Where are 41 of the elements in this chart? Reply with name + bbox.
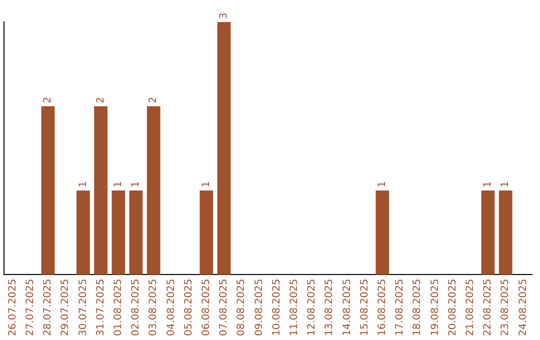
data-label: 1 — [500, 181, 512, 188]
data-label: 1 — [112, 181, 124, 188]
data-label: 1 — [376, 181, 388, 188]
data-label: 2 — [148, 96, 160, 104]
x-tick-label: 09.08.2025 — [254, 278, 265, 336]
x-tick-label: 14.08.2025 — [342, 278, 353, 336]
x-tick-label: 10.08.2025 — [271, 278, 282, 336]
x-tick-label: 30.07.2025 — [78, 278, 89, 336]
data-label: 1 — [130, 181, 142, 188]
x-tick-label: 19.08.2025 — [430, 278, 441, 336]
x-tick-label: 04.08.2025 — [166, 278, 177, 336]
x-tick-label: 13.08.2025 — [324, 278, 336, 336]
x-tick-label: 06.08.2025 — [200, 278, 212, 336]
x-tick-label: 11.08.2025 — [288, 278, 300, 336]
x-tick-label: 21.08.2025 — [464, 278, 476, 336]
x-tick-label: 20.08.2025 — [447, 278, 458, 336]
x-tick-label: 26.07.2025 — [7, 278, 18, 336]
x-tick-label: 03.08.2025 — [148, 278, 160, 336]
x-tick-label: 01.08.2025 — [112, 278, 124, 336]
data-label: 1 — [200, 181, 212, 188]
x-tick-label: 15.08.2025 — [359, 278, 370, 336]
x-tick-label: 27.07.2025 — [24, 278, 36, 336]
data-label: 3 — [218, 12, 230, 19]
x-tick-label: 31.07.2025 — [95, 278, 106, 336]
x-tick-label: 05.08.2025 — [183, 278, 194, 336]
x-tick-label: 24.08.2025 — [518, 278, 529, 336]
x-tick-label: 08.08.2025 — [236, 278, 248, 336]
x-tick-label: 02.08.2025 — [130, 278, 142, 336]
x-tick-label: 18.08.2025 — [412, 278, 424, 336]
x-tick-label: 17.08.2025 — [394, 278, 406, 336]
x-tick-label: 07.08.2025 — [218, 278, 230, 336]
x-tick-label: 28.07.2025 — [42, 278, 54, 336]
x-tick-label: 16.08.2025 — [376, 278, 388, 336]
x-tick-label: 23.08.2025 — [500, 278, 512, 336]
data-label: 2 — [42, 96, 54, 104]
x-tick-label: 22.08.2025 — [482, 278, 494, 336]
data-label: 1 — [482, 181, 494, 188]
data-label: 1 — [78, 181, 89, 188]
data-label: 2 — [95, 96, 106, 104]
x-tick-label: 12.08.2025 — [306, 278, 318, 336]
x-tick-label: 29.07.2025 — [60, 278, 72, 336]
